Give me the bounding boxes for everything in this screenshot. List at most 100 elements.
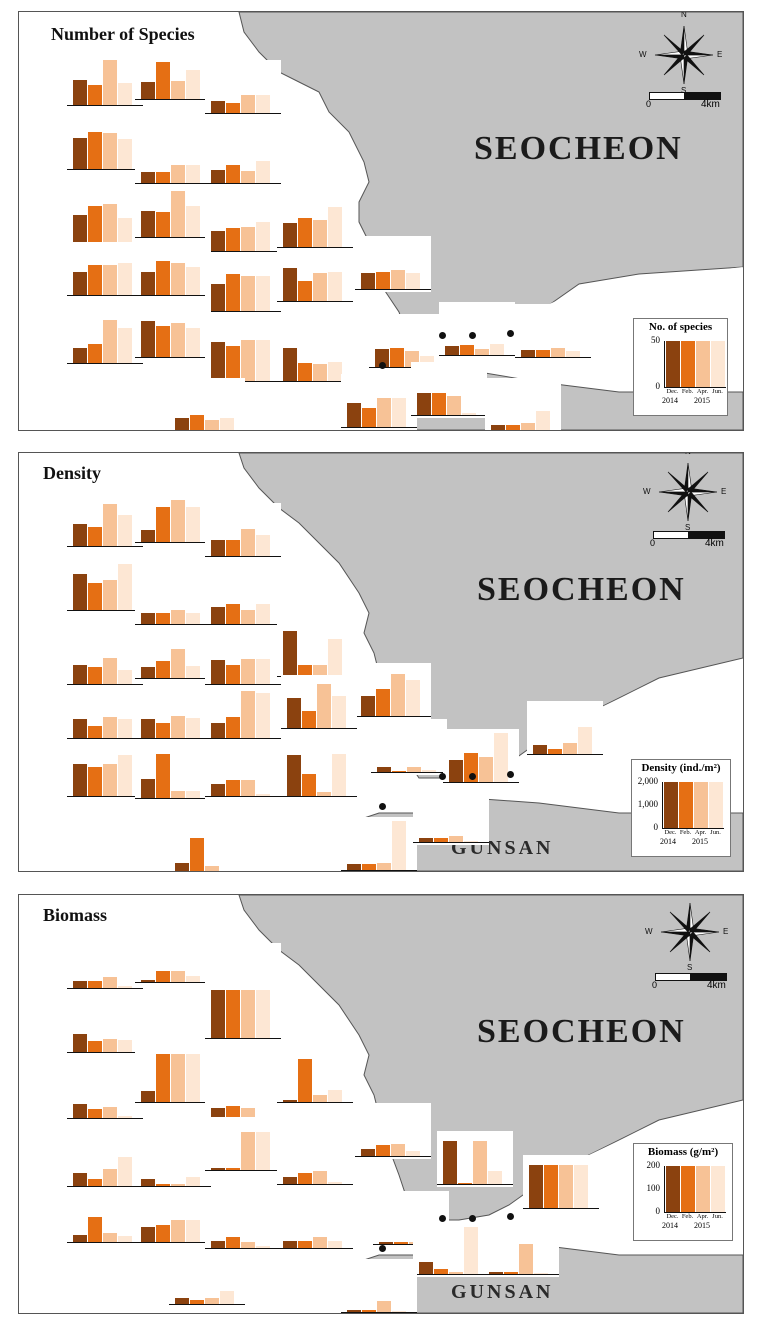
station-bar <box>118 515 132 546</box>
station-bar <box>73 980 87 988</box>
place-label-seocheon: SEOCHEON <box>477 571 686 608</box>
legend-biomass: Biomass (g/m²) 200 100 0 Dec. Feb. Apr. Jun. 201… <box>633 1143 733 1241</box>
station-bar <box>256 659 270 684</box>
station-bar <box>361 696 375 716</box>
station-bar <box>141 719 155 738</box>
station-bar <box>175 1298 189 1304</box>
station-bar <box>175 863 189 871</box>
station-bar <box>118 564 132 610</box>
station-bar <box>171 165 185 183</box>
station-bar <box>220 871 234 872</box>
station-bar <box>298 1173 312 1184</box>
station-axis <box>281 796 357 797</box>
station-bar <box>103 1233 117 1242</box>
station-bar <box>186 790 200 798</box>
station-bar <box>298 218 312 247</box>
station-bar <box>283 1240 297 1248</box>
station-chart <box>205 258 281 314</box>
station-bar <box>226 1167 240 1170</box>
station-bar <box>256 94 270 113</box>
legend-x-axis <box>664 1212 726 1213</box>
legend-month-label: Dec. <box>666 1213 679 1220</box>
station-bar <box>241 171 255 183</box>
compass-w-label: W <box>639 50 647 59</box>
station-bar <box>302 710 316 728</box>
station-bar <box>462 412 476 415</box>
station-bar <box>226 717 240 738</box>
station-bar <box>141 1226 155 1242</box>
station-bar <box>574 1164 588 1208</box>
station-axis <box>169 1304 245 1305</box>
station-marker-icon <box>469 332 476 339</box>
station-axis <box>341 427 417 428</box>
legend-title: No. of species <box>648 321 713 333</box>
scale-start-label: 0 <box>650 538 656 548</box>
station-bar <box>256 275 270 311</box>
station-bar <box>328 1240 342 1248</box>
station-bar <box>141 1091 155 1102</box>
station-bar <box>73 763 87 796</box>
station-bar <box>313 1170 327 1184</box>
station-axis <box>135 542 211 543</box>
station-bar <box>256 340 270 381</box>
station-bar <box>211 606 225 624</box>
scale-segment-black <box>689 531 725 539</box>
legend-bar <box>681 341 695 387</box>
station-bar <box>406 680 420 716</box>
station-bar <box>536 410 550 430</box>
station-chart <box>67 116 143 172</box>
station-bar <box>103 203 117 243</box>
station-bar <box>156 171 170 183</box>
station-bar <box>88 265 102 295</box>
station-bar <box>103 132 117 169</box>
station-bar <box>256 1245 270 1248</box>
station-bar <box>220 417 234 430</box>
legend-y-axis <box>664 341 665 387</box>
station-axis <box>205 624 281 625</box>
legend-tick-label: 1,000 <box>637 799 658 809</box>
scale-end-label: 4km <box>701 99 720 110</box>
station-bar <box>563 743 577 754</box>
station-bar <box>88 1217 102 1242</box>
station-chart <box>277 194 353 250</box>
station-bar <box>506 425 520 430</box>
station-bar <box>226 665 240 684</box>
station-bar <box>156 1054 170 1102</box>
station-bar <box>283 268 297 301</box>
scale-start-label: 0 <box>646 99 652 109</box>
station-bar <box>141 529 155 542</box>
station-bar <box>241 95 255 113</box>
station-bar <box>190 1300 204 1304</box>
station-marker-icon <box>439 773 446 780</box>
station-bar <box>298 665 312 676</box>
station-bar <box>283 348 297 381</box>
legend-x-axis <box>664 387 726 388</box>
compass-rose-icon: N S W E <box>639 12 722 95</box>
station-bar <box>73 272 87 295</box>
station-bar <box>226 103 240 113</box>
station-bar <box>362 407 376 427</box>
station-bar <box>171 790 185 798</box>
station-bar <box>287 755 301 796</box>
station-bar <box>494 733 508 782</box>
station-bar <box>88 132 102 169</box>
station-bar <box>529 1164 543 1208</box>
legend-month-label: Dec. <box>664 829 677 836</box>
legend-tick-label: 50 <box>651 335 660 345</box>
station-chart <box>277 623 353 679</box>
station-bar <box>391 269 405 289</box>
station-chart <box>67 999 143 1055</box>
station-marker-icon <box>439 1215 446 1222</box>
station-bar <box>491 425 505 430</box>
legend-month-label: Dec. <box>666 388 679 395</box>
station-axis <box>67 988 143 989</box>
station-bar <box>205 1298 219 1304</box>
station-bar <box>190 415 204 430</box>
station-bar <box>205 866 219 871</box>
station-bar <box>283 223 297 247</box>
station-bar <box>103 1107 117 1118</box>
station-bar <box>406 273 420 289</box>
station-bar <box>283 631 297 676</box>
station-bar <box>391 1144 405 1156</box>
station-axis <box>135 183 211 184</box>
